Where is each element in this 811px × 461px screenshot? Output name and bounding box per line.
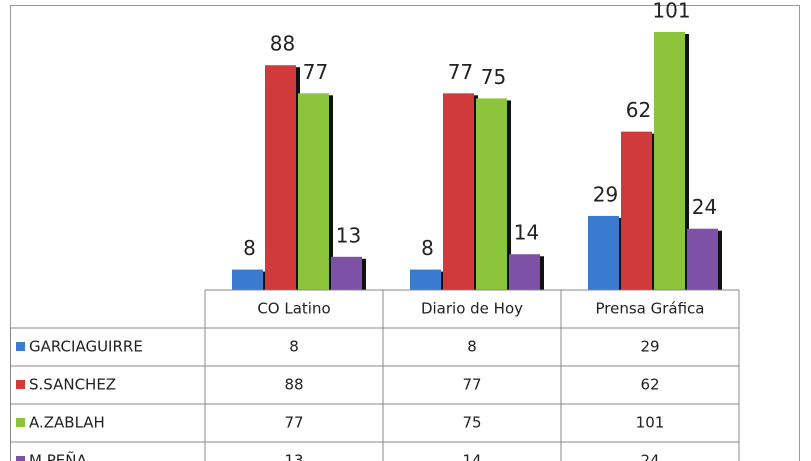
bar bbox=[621, 131, 652, 290]
data-label: 75 bbox=[481, 65, 506, 89]
table-cell: 24 bbox=[640, 452, 659, 461]
legend-label: M.PEÑA bbox=[29, 451, 87, 461]
data-label: 62 bbox=[626, 98, 651, 122]
bar bbox=[443, 93, 474, 290]
data-label: 101 bbox=[652, 0, 690, 23]
table-cell: 8 bbox=[289, 338, 299, 356]
legend-key bbox=[16, 342, 25, 351]
bar bbox=[654, 32, 685, 290]
category-label: Diario de Hoy bbox=[421, 300, 523, 318]
legend-key bbox=[16, 418, 25, 427]
data-label: 29 bbox=[593, 182, 618, 206]
legend-key bbox=[16, 380, 25, 389]
table-cell: 77 bbox=[284, 414, 303, 432]
bar bbox=[232, 269, 263, 290]
bar bbox=[265, 65, 296, 291]
category-label: Prensa Gráfica bbox=[596, 300, 705, 318]
data-label: 13 bbox=[336, 223, 361, 247]
legend-label: A.ZABLAH bbox=[29, 414, 105, 432]
bar bbox=[509, 254, 540, 290]
table-cell: 8 bbox=[467, 338, 477, 356]
data-label: 77 bbox=[448, 60, 473, 84]
data-label: 14 bbox=[514, 221, 539, 245]
data-label: 8 bbox=[421, 236, 434, 260]
table-cell: 62 bbox=[640, 376, 659, 394]
category-label: CO Latino bbox=[257, 300, 330, 318]
table-cell: 75 bbox=[462, 414, 481, 432]
table-cell: 29 bbox=[640, 338, 659, 356]
data-label: 88 bbox=[270, 32, 295, 56]
table-cell: 101 bbox=[636, 414, 665, 432]
bar bbox=[476, 98, 507, 291]
table-cell: 13 bbox=[284, 452, 303, 461]
legend-key bbox=[16, 456, 25, 461]
bar bbox=[410, 269, 441, 290]
data-label: 24 bbox=[692, 195, 717, 219]
data-label: 77 bbox=[303, 60, 328, 84]
table-cell: 14 bbox=[462, 452, 481, 461]
bar bbox=[331, 256, 362, 290]
data-label: 8 bbox=[243, 236, 256, 260]
bar bbox=[588, 215, 619, 290]
legend-label: S.SANCHEZ bbox=[29, 376, 116, 394]
legend-label: GARCIAGUIRRE bbox=[29, 338, 143, 356]
bar bbox=[687, 228, 718, 290]
bar bbox=[298, 93, 329, 290]
table-cell: 77 bbox=[462, 376, 481, 394]
table-cell: 88 bbox=[284, 376, 303, 394]
